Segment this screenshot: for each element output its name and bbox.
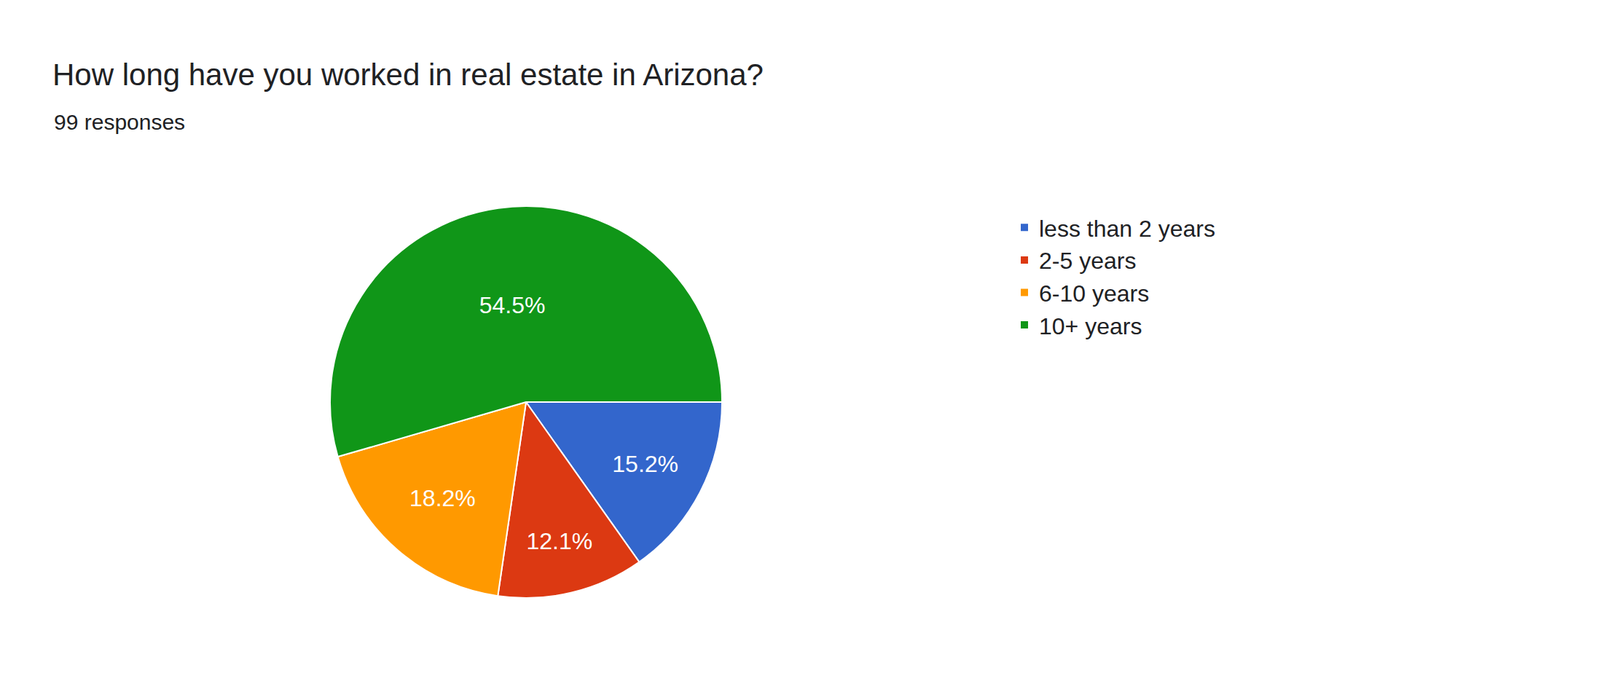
svg-text:2-5 years: 2-5 years xyxy=(1038,247,1136,274)
svg-text:12.1%: 12.1% xyxy=(526,528,593,555)
svg-text:10+ years: 10+ years xyxy=(1038,313,1142,340)
svg-text:less than 2 years: less than 2 years xyxy=(1038,215,1216,242)
svg-text:18.2%: 18.2% xyxy=(409,485,476,512)
svg-text:How long have you worked in re: How long have you worked in real estate … xyxy=(52,57,764,92)
svg-text:15.2%: 15.2% xyxy=(612,451,679,478)
svg-text:99 responses: 99 responses xyxy=(53,110,186,135)
svg-text:54.5%: 54.5% xyxy=(479,292,546,319)
svg-text:6-10 years: 6-10 years xyxy=(1038,280,1149,307)
